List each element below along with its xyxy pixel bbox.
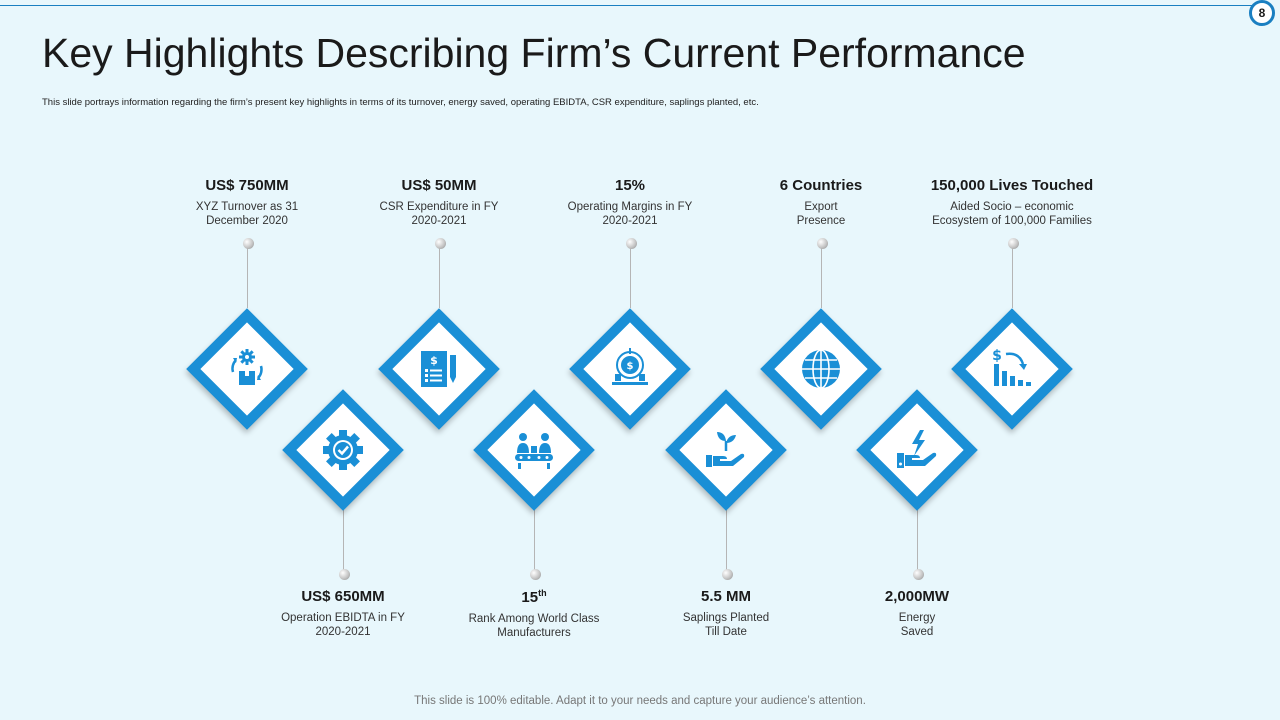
highlight-lives-touched: 150,000 Lives Touched Aided Socio – econ… <box>902 177 1122 228</box>
connector-knob <box>625 238 637 249</box>
highlight-value: 150,000 Lives Touched <box>930 177 1094 194</box>
highlight-value: 6 Countries <box>779 177 863 194</box>
highlight-value: 15th <box>521 588 547 606</box>
globe-icon <box>802 349 840 389</box>
svg-text:$: $ <box>992 348 1002 364</box>
highlight-description: Saplings Planted Till Date <box>682 612 770 638</box>
footer-note: This slide is 100% editable. Adapt it to… <box>414 695 866 707</box>
workers-conveyor-icon <box>515 433 553 469</box>
connector-line <box>821 243 822 308</box>
highlight-value: US$ 50MM <box>401 177 477 194</box>
gear-check-icon <box>323 430 363 470</box>
highlight-description: CSR Expenditure in FY 2020-2021 <box>379 201 499 227</box>
gear-cycle-box-icon <box>231 349 263 385</box>
svg-text:$: $ <box>430 354 438 367</box>
highlight-value: US$ 750MM <box>205 177 289 194</box>
connector-line <box>1012 243 1013 308</box>
highlight-description: Rank Among World Class Manufacturers <box>468 613 600 639</box>
slide-title: Key Highlights Describing Firm’s Current… <box>42 30 1026 76</box>
connector-line <box>726 510 727 572</box>
page-number-badge: 8 <box>1249 0 1275 26</box>
connector-knob <box>912 569 924 580</box>
top-rule <box>0 5 1252 6</box>
highlight-description: Operating Margins in FY 2020-2021 <box>567 201 693 227</box>
highlight-description: Export Presence <box>796 201 846 227</box>
connector-knob <box>1007 238 1019 249</box>
highlight-value: 2,000MW <box>884 588 950 605</box>
connector-knob <box>529 569 541 580</box>
svg-text:$: $ <box>627 361 634 372</box>
connector-line <box>630 243 631 308</box>
highlight-description: Energy Saved <box>898 612 936 638</box>
highlight-csr-expenditure: US$ 50MM CSR Expenditure in FY 2020-2021 <box>329 177 549 228</box>
page-number: 8 <box>1258 6 1266 20</box>
connector-knob <box>434 238 446 249</box>
highlight-value: US$ 650MM <box>301 588 385 605</box>
highlight-description: XYZ Turnover as 31 December 2020 <box>195 201 299 227</box>
highlight-turnover: US$ 750MM XYZ Turnover as 31 December 202… <box>137 177 357 228</box>
connector-knob <box>338 569 350 580</box>
plant-hand-icon <box>706 432 745 467</box>
highlight-description: Operation EBIDTA in FY 2020-2021 <box>281 612 405 638</box>
highlight-energy-saved: 2,000MW Energy Saved <box>807 588 1027 639</box>
highlight-world-rank: 15th Rank Among World Class Manufacturers <box>424 588 644 640</box>
highlight-value: 15% <box>614 177 646 194</box>
highlight-operating-margins: 15% Operating Margins in FY 2020-2021 <box>520 177 740 228</box>
connector-line <box>343 510 344 572</box>
dollar-document-icon: $ <box>421 351 456 387</box>
connector-line <box>439 243 440 308</box>
highlight-saplings: 5.5 MM Saplings Planted Till Date <box>616 588 836 639</box>
connector-line <box>247 243 248 308</box>
energy-hand-icon <box>897 430 937 468</box>
connector-line <box>917 510 918 572</box>
dollar-decline-chart-icon: $ <box>992 348 1031 386</box>
highlight-export-presence: 6 Countries Export Presence <box>711 177 931 228</box>
highlight-value: 5.5 MM <box>700 588 751 605</box>
highlight-ebidta: US$ 650MM Operation EBIDTA in FY 2020-202… <box>233 588 453 639</box>
connector-line <box>534 510 535 572</box>
slide-subtitle: This slide portrays information regardin… <box>42 97 759 108</box>
highlight-description: Aided Socio – economic Ecosystem of 100,0… <box>932 201 1092 227</box>
connector-knob <box>242 238 254 249</box>
connector-knob <box>721 569 733 580</box>
connector-knob <box>816 238 828 249</box>
money-target-icon: $ <box>612 348 648 385</box>
